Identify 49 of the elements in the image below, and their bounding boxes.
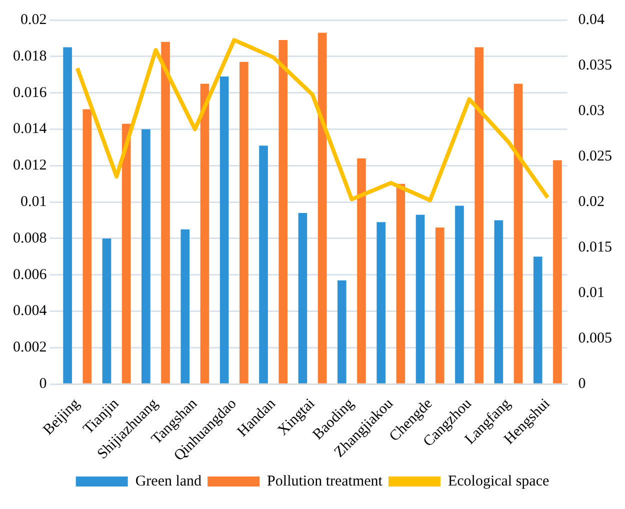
bar [102,238,112,384]
bar [318,32,327,384]
y-tick-label: 0.008 [13,230,47,246]
bar [220,76,229,384]
y2-tick-label: 0.015 [578,240,612,256]
y-tick-label: 0.004 [13,303,48,320]
bar [122,124,131,384]
bar [553,160,562,384]
bar [82,109,92,384]
y2-tick-label: 0.01 [578,285,604,302]
legend-label: Ecological space [448,473,550,490]
bar [180,229,190,384]
bar [416,214,425,384]
legend-label: Green land [135,473,202,490]
y-tick-label: 0.016 [13,84,48,101]
legend-label: Pollution treatment [267,473,384,490]
y-tick-label: 0.002 [13,340,47,356]
y2-tick-label: 0.02 [578,194,604,210]
bar [337,280,346,384]
y2-tick-label: 0.03 [578,102,604,119]
bar [142,129,150,384]
bar [396,184,406,384]
bar [514,84,523,384]
y-tick-label: 0.01 [20,194,47,210]
bar [494,220,504,384]
bar [200,84,210,384]
bar [435,228,444,384]
bar [533,256,542,384]
y-tick-label: 0.02 [20,12,47,28]
bar [357,158,366,384]
y-tick-label: 0.018 [13,48,47,64]
y2-tick-label: 0.005 [578,330,612,347]
y2-tick-label: 0 [578,376,586,392]
bar [63,47,72,384]
bar [278,40,288,384]
y-tick-label: 0 [39,376,47,392]
y2-tick-label: 0.035 [578,57,612,74]
bar [259,146,268,384]
bar [455,206,464,384]
y-tick-label: 0.012 [13,158,47,174]
y2-tick-label: 0.04 [578,12,605,28]
y2-tick-label: 0.025 [578,148,612,164]
bar [161,42,170,384]
bar [376,222,386,384]
y-tick-label: 0.014 [13,121,48,138]
bar [240,62,248,384]
y-tick-label: 0.006 [13,266,48,283]
bar [474,47,484,384]
bar [298,212,308,384]
